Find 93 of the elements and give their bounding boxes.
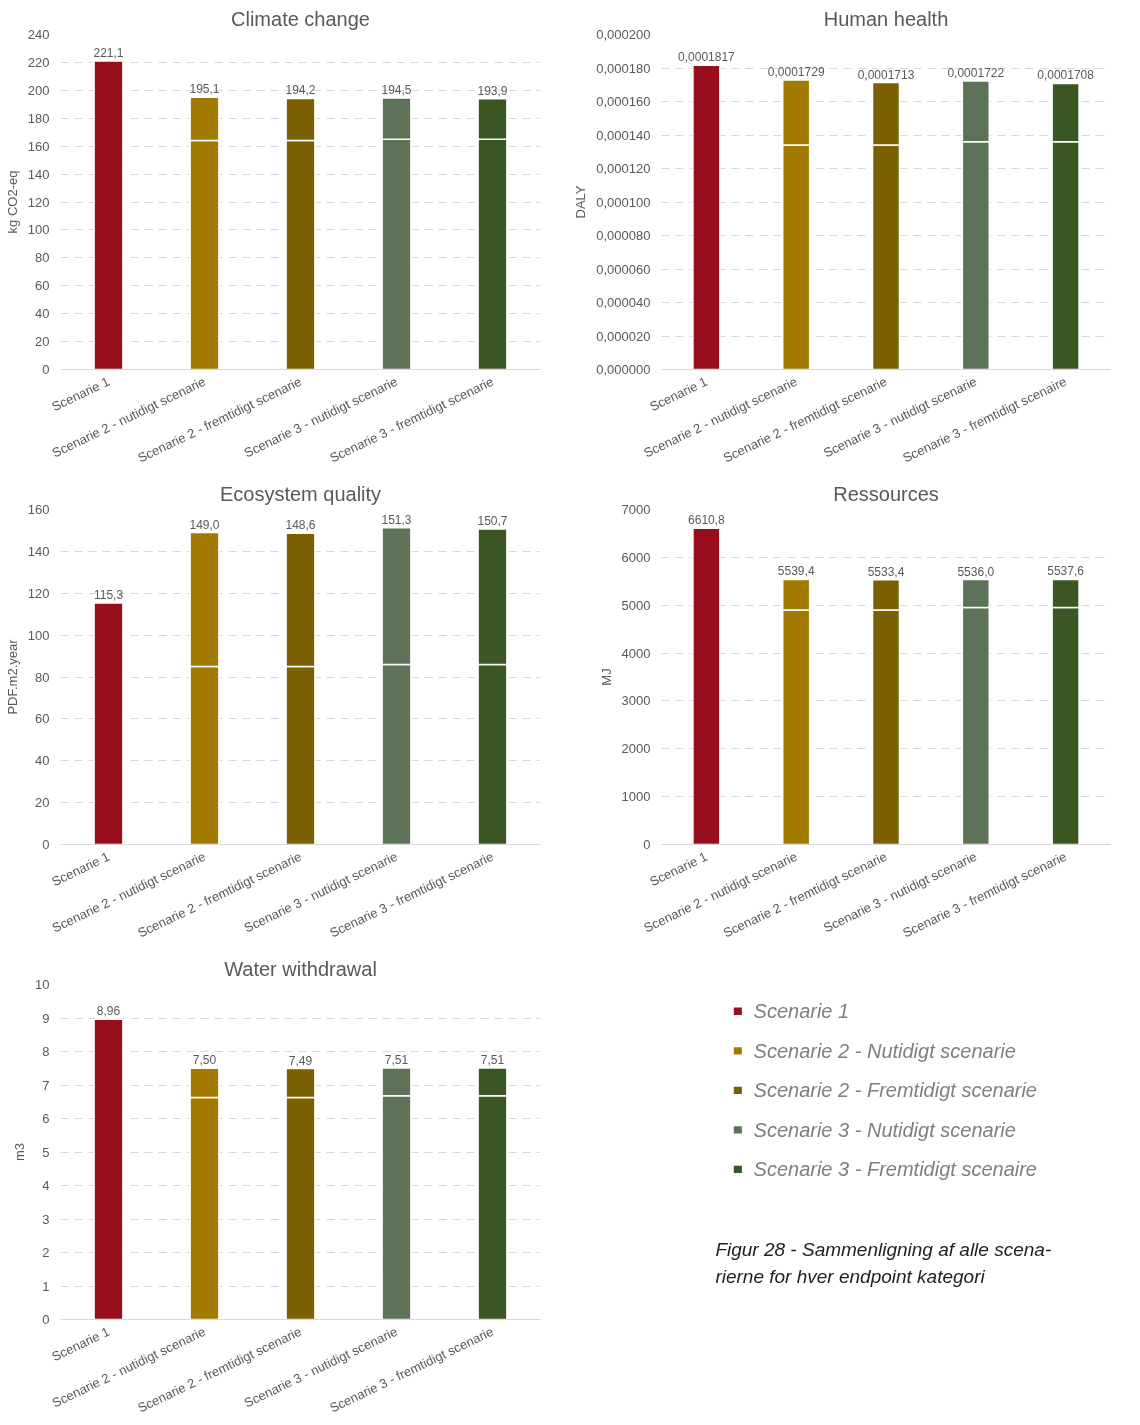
- y-tick-label: 80: [35, 250, 50, 266]
- y-tick-label: 5000: [621, 597, 651, 613]
- y-tick-label: 10: [35, 977, 50, 992]
- total-label: 195,1: [189, 82, 220, 97]
- y-tick-label: 0,000120: [596, 161, 651, 176]
- total-label: 221,1: [93, 45, 124, 60]
- total-label: 8,96: [96, 1004, 121, 1019]
- total-label: 115,3: [93, 588, 124, 603]
- y-tick-label: 3: [42, 1211, 50, 1227]
- chart-title: Water withdrawal: [224, 957, 377, 980]
- y-tick-label: 1000: [621, 789, 651, 805]
- y-tick-label: 2000: [621, 741, 651, 757]
- y-tick-label: 180: [27, 110, 50, 126]
- chart-title: Climate change: [231, 7, 370, 30]
- y-tick-label: 0,000000: [596, 362, 651, 377]
- y-tick-label: 40: [35, 753, 50, 769]
- text: Figur 28 - Sammenligning af alle scena- rierne for hver endpoint kategori: [715, 1239, 1052, 1288]
- total-label: 0,0001708: [1037, 68, 1095, 83]
- y-tick-label: 0,000040: [596, 295, 651, 310]
- y-tick-label: 140: [27, 543, 50, 559]
- y-tick-label: 100: [27, 627, 50, 643]
- y-tick-label: 0,000020: [596, 328, 651, 344]
- y-axis-title: MJ: [598, 668, 614, 686]
- total-label: 5537,6: [1047, 564, 1085, 579]
- total-label: 7,51: [480, 1052, 505, 1067]
- y-tick-label: 0: [42, 1312, 50, 1327]
- y-tick-label: 1: [42, 1278, 50, 1294]
- y-tick-label: 4: [42, 1178, 50, 1193]
- y-tick-label: 0: [42, 837, 50, 852]
- total-label: 6610,8: [688, 513, 726, 528]
- total-label: 148,6: [285, 518, 316, 533]
- y-tick-label: 0,000140: [596, 127, 651, 143]
- y-axis-title: m3: [12, 1142, 28, 1162]
- chart-title: Ressources: [833, 482, 939, 505]
- total-label: 194,2: [285, 83, 316, 98]
- total-label: 7,50: [192, 1053, 217, 1068]
- y-tick-label: 0,000180: [596, 60, 651, 76]
- y-tick-label: 220: [27, 54, 50, 70]
- y-tick-label: 200: [27, 82, 50, 98]
- y-tick-label: 40: [35, 306, 50, 322]
- y-tick-label: 240: [27, 27, 50, 42]
- chart-title: Ecosystem quality: [219, 482, 382, 505]
- y-tick-label: 20: [35, 795, 50, 811]
- y-tick-label: 6: [42, 1111, 50, 1126]
- total-label: 0,0001713: [857, 67, 915, 82]
- y-tick-label: 5: [42, 1144, 50, 1160]
- y-tick-label: 6000: [621, 549, 651, 565]
- total-label: 5533,4: [867, 564, 905, 579]
- y-tick-label: 120: [27, 585, 50, 601]
- category-label: Scenarie 2 - Nutidigt scenarie: [753, 1039, 1016, 1062]
- y-tick-label: 160: [27, 502, 50, 517]
- total-label: 149,0: [189, 517, 220, 532]
- y-axis-title: PDF.m2.year: [4, 638, 20, 715]
- y-tick-label: 3000: [621, 693, 651, 709]
- y-axis-title: DALY: [573, 185, 589, 219]
- y-tick-label: 0,000160: [596, 94, 651, 109]
- total-label: 193,9: [477, 83, 508, 98]
- y-tick-label: 140: [27, 166, 50, 182]
- y-tick-label: 0,000100: [596, 194, 651, 210]
- category-label: Scenarie 2 - Fremtidigt scenarie: [753, 1079, 1037, 1102]
- y-axis-title: kg CO2-eq: [4, 170, 20, 234]
- y-tick-label: 0,000060: [596, 261, 651, 277]
- total-label: 194,5: [381, 83, 412, 98]
- total-label: 151,3: [381, 512, 412, 527]
- y-tick-label: 80: [35, 669, 50, 685]
- y-tick-label: 100: [27, 222, 50, 238]
- total-label: 0,0001817: [678, 50, 736, 65]
- y-tick-label: 0,000200: [596, 27, 651, 42]
- y-tick-label: 9: [42, 1010, 50, 1026]
- total-label: 150,7: [477, 513, 508, 528]
- total-label: 7,49: [288, 1053, 313, 1068]
- y-tick-label: 60: [35, 278, 50, 294]
- category-label: Scenarie 3 - Fremtidigt scenaire: [753, 1158, 1037, 1181]
- total-label: 5536,0: [957, 564, 995, 579]
- total-label: 0,0001729: [767, 64, 825, 79]
- total-label: 7,51: [384, 1052, 409, 1067]
- total-label: 0,0001722: [947, 66, 1005, 81]
- category-label: Scenarie 3 - Nutidigt scenarie: [753, 1118, 1016, 1141]
- y-tick-label: 0: [643, 837, 651, 852]
- y-tick-label: 60: [35, 711, 50, 727]
- y-tick-label: 120: [27, 194, 50, 210]
- y-tick-label: 0: [42, 362, 50, 377]
- y-tick-label: 8: [42, 1044, 50, 1059]
- category-label: Scenarie 1: [753, 1000, 850, 1023]
- y-tick-label: 7: [42, 1077, 50, 1093]
- y-tick-label: 160: [27, 138, 50, 154]
- y-tick-label: 0,000080: [596, 228, 651, 243]
- total-label: 5539,4: [777, 564, 815, 579]
- chart-title: Human health: [823, 7, 949, 30]
- y-tick-label: 2: [42, 1245, 50, 1260]
- y-tick-label: 7000: [621, 502, 651, 517]
- y-tick-label: 4000: [621, 645, 651, 661]
- y-tick-label: 20: [35, 334, 50, 350]
